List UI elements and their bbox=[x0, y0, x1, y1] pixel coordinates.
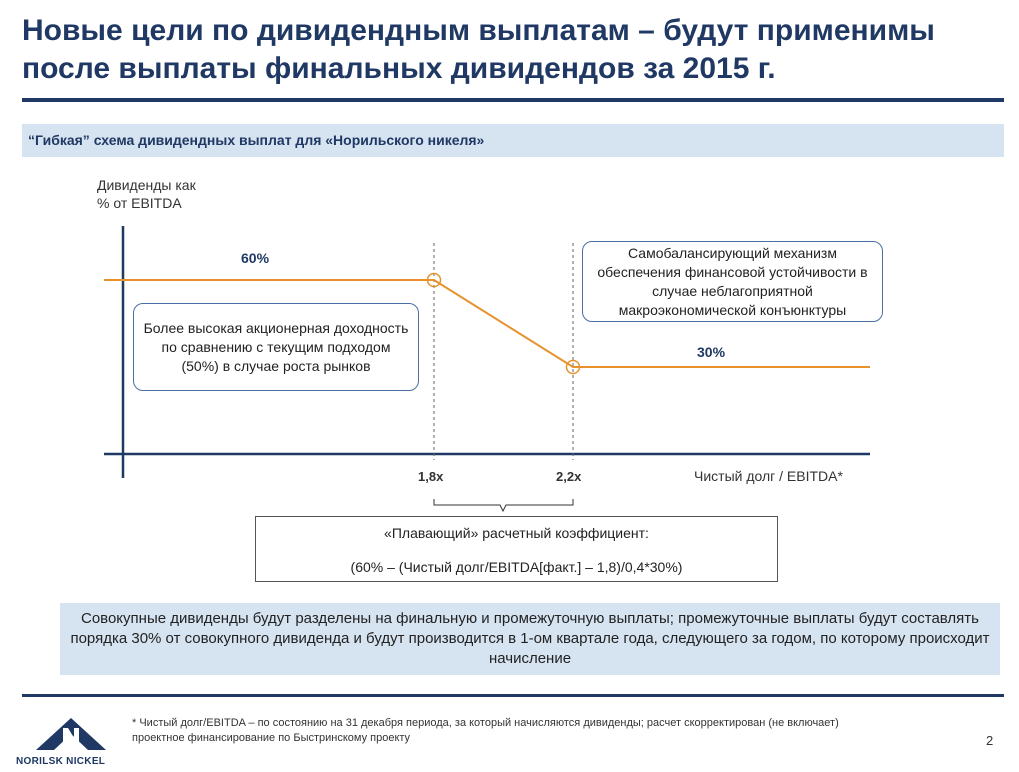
page-title: Новые цели по дивидендным выплатам – буд… bbox=[22, 14, 935, 85]
y-axis-label-line2: % от EBITDA bbox=[97, 195, 182, 211]
footer-divider bbox=[22, 694, 1004, 697]
section-header: “Гибкая” схема дивидендных выплат для «Н… bbox=[22, 124, 1004, 157]
footnote: * Чистый долг/EBITDA – по состоянию на 3… bbox=[132, 717, 839, 744]
formula-box: «Плавающий» расчетный коэффициент: (60% … bbox=[255, 516, 778, 582]
page-number: 2 bbox=[986, 733, 994, 748]
x-axis-label: Чистый долг / EBITDA* bbox=[694, 468, 843, 484]
x-tick-1-8: 1,8x bbox=[418, 469, 444, 484]
y-axis-label-line1: Дивиденды как bbox=[97, 177, 196, 193]
logo-wordmark: NORILSK NICKEL bbox=[16, 756, 106, 767]
data-point-2 bbox=[565, 359, 581, 375]
data-point-1 bbox=[426, 272, 442, 288]
formula-expression: (60% – (Чистый долг/EBITDA[факт.] – 1,8)… bbox=[350, 559, 683, 575]
norilsk-nickel-logo bbox=[36, 718, 106, 750]
formula-title: «Плавающий» расчетный коэффициент: bbox=[384, 525, 649, 541]
callout-self-balancing: Самобалансирующий механизм обеспечения ф… bbox=[582, 241, 883, 322]
dividend-series-line bbox=[104, 279, 870, 368]
x-tick-2-2: 2,2x bbox=[556, 469, 582, 484]
y-axis-label: Дивиденды как % от EBITDA bbox=[97, 176, 196, 212]
summary-note: Совокупные дивиденды будут разделены на … bbox=[60, 603, 1000, 675]
range-bracket bbox=[433, 499, 574, 513]
label-30-percent: 30% bbox=[697, 344, 726, 360]
label-60-percent: 60% bbox=[241, 250, 270, 266]
callout-higher-returns: Более высокая акционерная доходность по … bbox=[133, 303, 419, 391]
title-divider bbox=[22, 98, 1004, 102]
